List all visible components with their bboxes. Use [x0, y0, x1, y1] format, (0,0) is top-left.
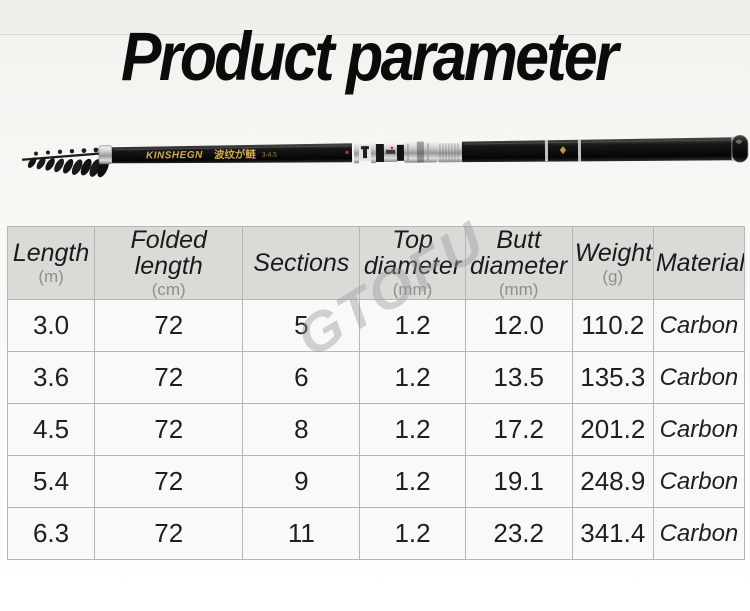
column-header-label: Top diameter: [363, 226, 462, 280]
rod-spec-text: 3-4.5: [262, 152, 277, 159]
column-header: Sections: [242, 226, 361, 300]
column-header: Weight (g): [571, 226, 654, 300]
column-header-unit: (mm): [392, 280, 433, 299]
table-cell: Carbon: [652, 455, 746, 508]
column-header-unit: (m): [38, 267, 64, 286]
table-row: 3.6 72 6 1.2 13.5 135.3 Carbon: [6, 351, 746, 404]
table-cell: 13.5: [464, 351, 573, 404]
page-title: Product parameter: [121, 18, 619, 95]
table-cell: 8: [242, 403, 361, 456]
table-cell: 72: [94, 351, 244, 404]
table-cell: 72: [94, 455, 244, 508]
table-cell: 17.2: [464, 403, 573, 456]
column-header: Folded length (cm): [94, 226, 244, 300]
table-cell: Carbon: [652, 351, 746, 404]
table-cell: 248.9: [571, 455, 654, 508]
table-cell: 72: [94, 507, 244, 560]
table-cell: 1.2: [359, 403, 466, 456]
column-header-label: Material: [655, 249, 745, 277]
front-blank: [111, 143, 353, 164]
table-cell: 3.0: [6, 299, 96, 352]
table-cell: 110.2: [571, 299, 654, 352]
table-cell: Carbon: [652, 507, 746, 560]
table-row: 6.3 72 11 1.2 23.2 341.4 Carbon: [6, 507, 746, 560]
table-cell: 6.3: [6, 507, 96, 560]
table-cell: 1.2: [359, 299, 466, 352]
table-cell: 23.2: [464, 507, 573, 560]
table-cell: 12.0: [464, 299, 573, 352]
column-header-label: Weight: [574, 239, 653, 267]
spec-table: Length (m) Folded length (cm) Sections Top di…: [6, 226, 746, 560]
column-header-label: Butt diameter: [470, 226, 568, 280]
table-cell: 135.3: [571, 351, 654, 404]
column-header-label: Sections: [253, 249, 350, 277]
table-cell: Carbon: [652, 403, 746, 456]
column-header-unit: (g): [602, 267, 624, 286]
table-cell: 5.4: [6, 455, 96, 508]
table-cell: 19.1: [464, 455, 573, 508]
rod-tip-guides-icon: [21, 147, 109, 178]
rod-assembly: KINSHEGN 波纹が鲢 3-4.5: [21, 134, 749, 178]
table-cell: 72: [94, 299, 244, 352]
table-cell: 3.6: [6, 351, 96, 404]
joint-ring: [544, 139, 549, 162]
joint-ring: [577, 139, 582, 162]
table-cell: 1.2: [359, 455, 466, 508]
column-header: Butt diameter (mm): [464, 226, 573, 300]
column-header-label: Length: [12, 239, 90, 267]
butt-cap: [731, 134, 749, 163]
table-cell: 1.2: [359, 507, 466, 560]
spec-table-header-row: Length (m) Folded length (cm) Sections Top di…: [6, 226, 746, 300]
column-header: Top diameter (mm): [359, 226, 466, 300]
front-collar: [98, 145, 113, 165]
top-band: [0, 0, 750, 35]
table-row: 4.5 72 8 1.2 17.2 201.2 Carbon: [6, 403, 746, 456]
column-header-unit: (mm): [498, 280, 539, 299]
column-header-label: Folded length: [130, 226, 207, 280]
table-cell: 6: [242, 351, 361, 404]
rod-brand-text: KINSHEGN: [146, 150, 203, 162]
gold-emblem-icon: [559, 146, 567, 155]
column-header: Length (m): [6, 226, 96, 300]
table-cell: 11: [242, 507, 361, 560]
table-cell: 201.2: [571, 403, 654, 456]
column-header-unit: (cm): [151, 280, 186, 299]
red-dot-marking: [345, 150, 349, 154]
table-row: 3.0 72 5 1.2 12.0 110.2 Carbon: [6, 299, 746, 352]
table-cell: 5: [242, 299, 361, 352]
table-cell: 4.5: [6, 403, 96, 456]
rod-model-text: 波纹が鲢: [214, 148, 257, 161]
product-photo-rod: KINSHEGN 波纹が鲢 3-4.5: [21, 134, 749, 178]
table-cell: 341.4: [571, 507, 654, 560]
table-cell: Carbon: [652, 299, 746, 352]
column-header: Material: [652, 226, 746, 300]
reel-seat: [353, 141, 464, 164]
table-cell: 1.2: [359, 351, 466, 404]
table-cell: 72: [94, 403, 244, 456]
table-row: 5.4 72 9 1.2 19.1 248.9 Carbon: [6, 455, 746, 508]
table-cell: 9: [242, 455, 361, 508]
rear-blank: [461, 137, 735, 163]
